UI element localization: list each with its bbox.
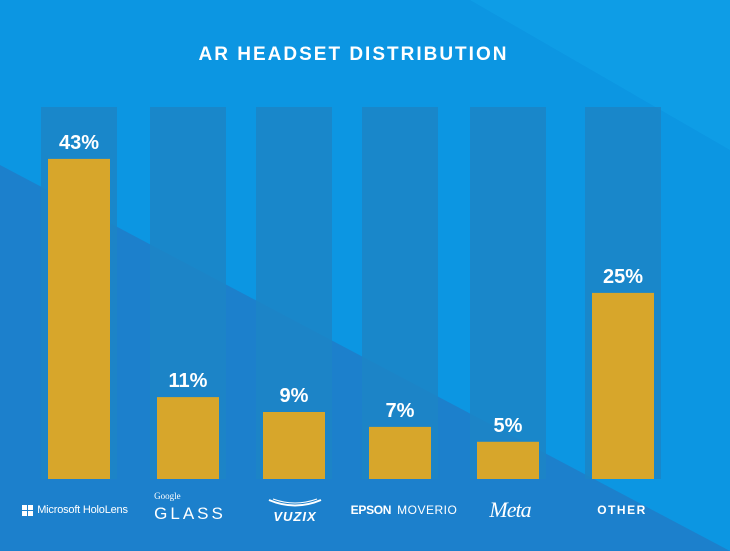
- vuzix-swoosh-icon: [268, 498, 322, 506]
- bar-3: [263, 412, 325, 479]
- label-other: OTHER: [584, 490, 660, 530]
- chart-title: AR HEADSET DISTRIBUTION: [198, 44, 509, 65]
- bar-6: [592, 292, 654, 479]
- bar-track-5: [470, 107, 546, 479]
- logo-meta-text: Meta: [489, 497, 531, 522]
- data-label-2: 11%: [169, 370, 208, 392]
- logo-vuzix-text: VUZIX: [273, 508, 317, 524]
- bar-track-4: [362, 107, 438, 479]
- data-label-5: 5%: [494, 415, 523, 437]
- windows-logo-icon: [22, 504, 34, 516]
- logo-glass-text: GLASS: [154, 504, 226, 523]
- logo-vuzix: VUZIX: [250, 490, 340, 530]
- logo-epson-text: EPSON: [350, 503, 392, 517]
- data-label-6: 25%: [603, 266, 643, 288]
- bar-4: [369, 426, 431, 479]
- data-label-3: 9%: [280, 385, 309, 407]
- logo-google-glass: Google GLASS: [138, 490, 242, 530]
- logo-microsoft-text: Microsoft HoloLens: [37, 504, 128, 516]
- data-label-1: 43%: [59, 132, 99, 154]
- bar-2: [157, 397, 219, 479]
- logo-moverio-text: MOVERIO: [397, 503, 458, 517]
- bar-1: [48, 158, 110, 479]
- logo-google-small-text: Google: [154, 491, 181, 501]
- bar-5: [477, 441, 539, 479]
- logo-epson-moverio: EPSON MOVERIO: [342, 490, 466, 530]
- logo-meta: Meta: [470, 490, 550, 530]
- logo-other-text: OTHER: [597, 503, 647, 517]
- data-label-4: 7%: [386, 400, 415, 422]
- logo-microsoft-hololens: Microsoft HoloLens: [20, 490, 130, 530]
